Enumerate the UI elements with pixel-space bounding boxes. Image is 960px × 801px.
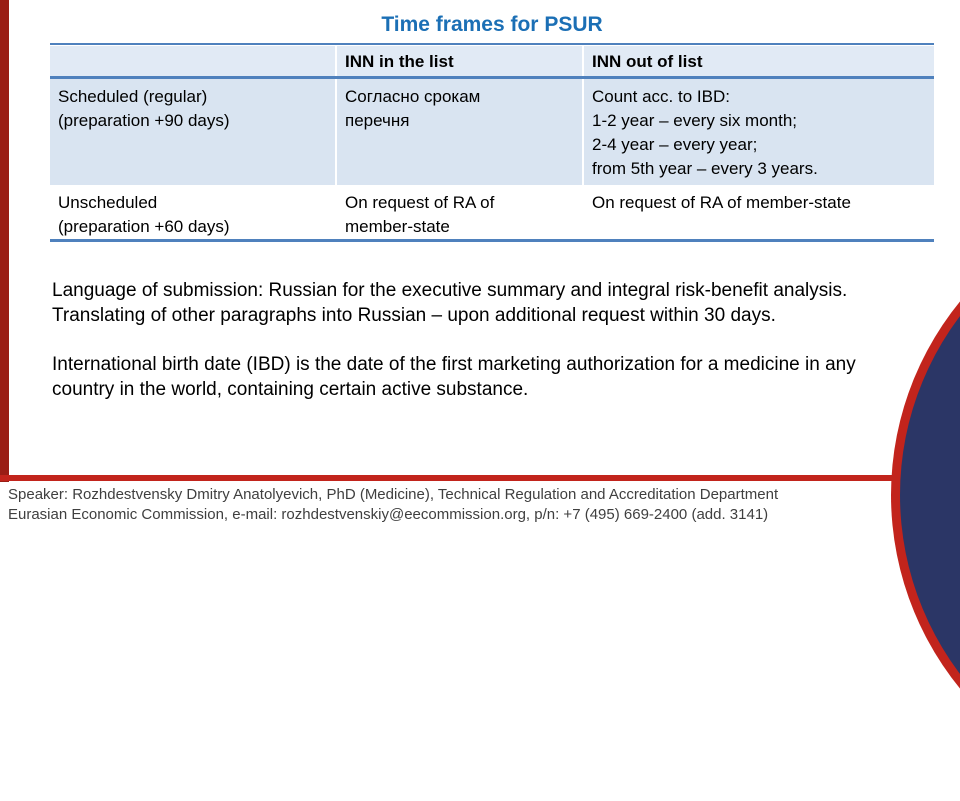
footer-separator-rule [0,475,960,481]
header-cell-inn-in-list: INN in the list [337,46,582,76]
paragraph-language-of-submission: Language of submission: Russian for the … [52,280,848,326]
slide-title: Time frames for PSUR [381,13,603,36]
title-underline-rule [50,43,934,45]
footer-speaker-line: Speaker: Rozhdestvensky Dmitry Anatolyev… [8,486,779,503]
header-cell-inn-out-of-list: INN out of list [584,46,934,76]
psur-timeframes-table: INN in the list INN out of list Schedule… [50,46,934,242]
footer-contact-line: Eurasian Economic Commission, e-mail: ro… [8,506,769,523]
table-row-unscheduled: Unscheduled (preparation +60 days) On re… [50,185,934,239]
body-text-block: Language of submission: Russian for the … [52,278,910,426]
table-bottom-border [50,239,934,242]
header-bottom-border [50,76,934,79]
cell-unscheduled-inn-out: On request of RA of member-state [592,193,851,212]
table-row-scheduled: Scheduled (regular) (preparation +90 day… [50,79,934,185]
cell-scheduled-inn-in: Согласно срокам перечня [345,87,481,130]
left-accent-bar [0,0,9,482]
cell-unscheduled-label: Unscheduled (preparation +60 days) [58,193,230,236]
table-header-row: INN in the list INN out of list [50,46,934,76]
paragraph-international-birth-date: International birth date (IBD) is the da… [52,354,856,400]
cell-scheduled-inn-out: Count acc. to IBD: 1-2 year – every six … [592,87,818,178]
cell-unscheduled-inn-in: On request of RA of member-state [345,193,495,236]
footer-speaker-info: Speaker: Rozhdestvensky Dmitry Anatolyev… [8,485,858,525]
cell-scheduled-label: Scheduled (regular) (preparation +90 day… [58,87,230,130]
header-cell-empty [50,46,335,76]
